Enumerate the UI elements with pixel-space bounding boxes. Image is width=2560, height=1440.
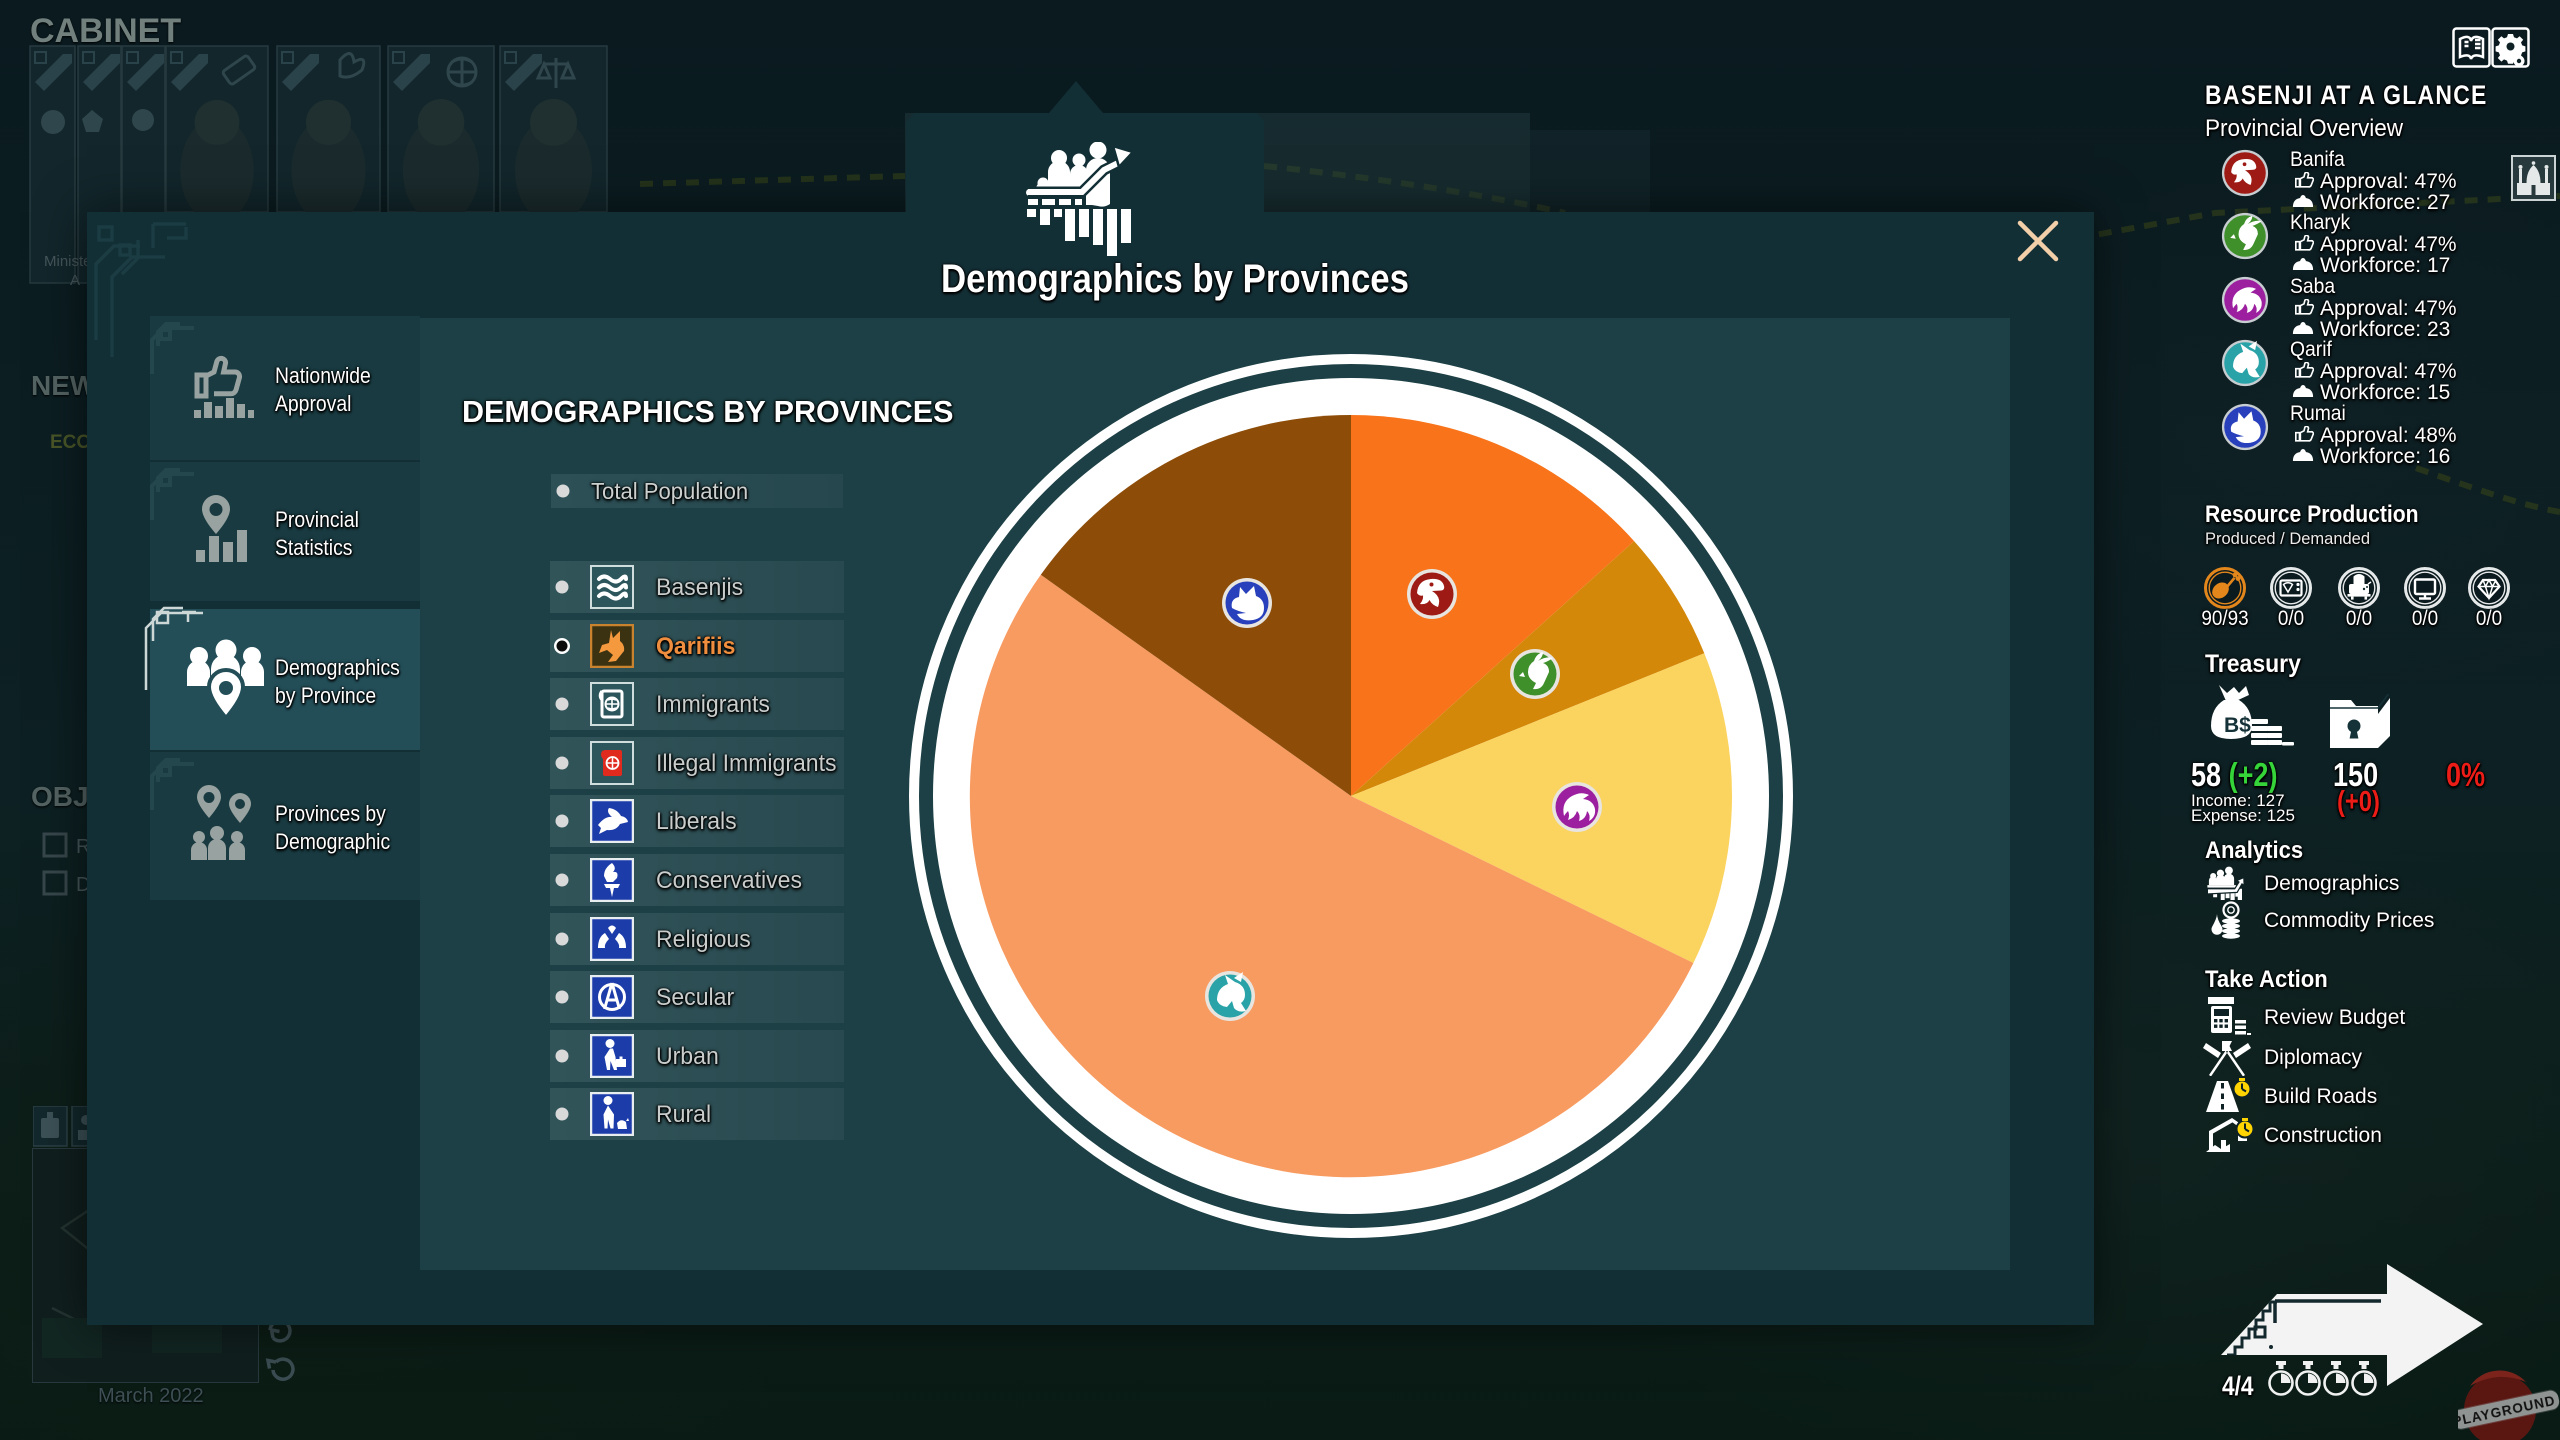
svg-text:B$: B$ xyxy=(2224,714,2251,737)
svg-text:D: D xyxy=(76,874,90,896)
svg-text:R: R xyxy=(76,836,90,858)
